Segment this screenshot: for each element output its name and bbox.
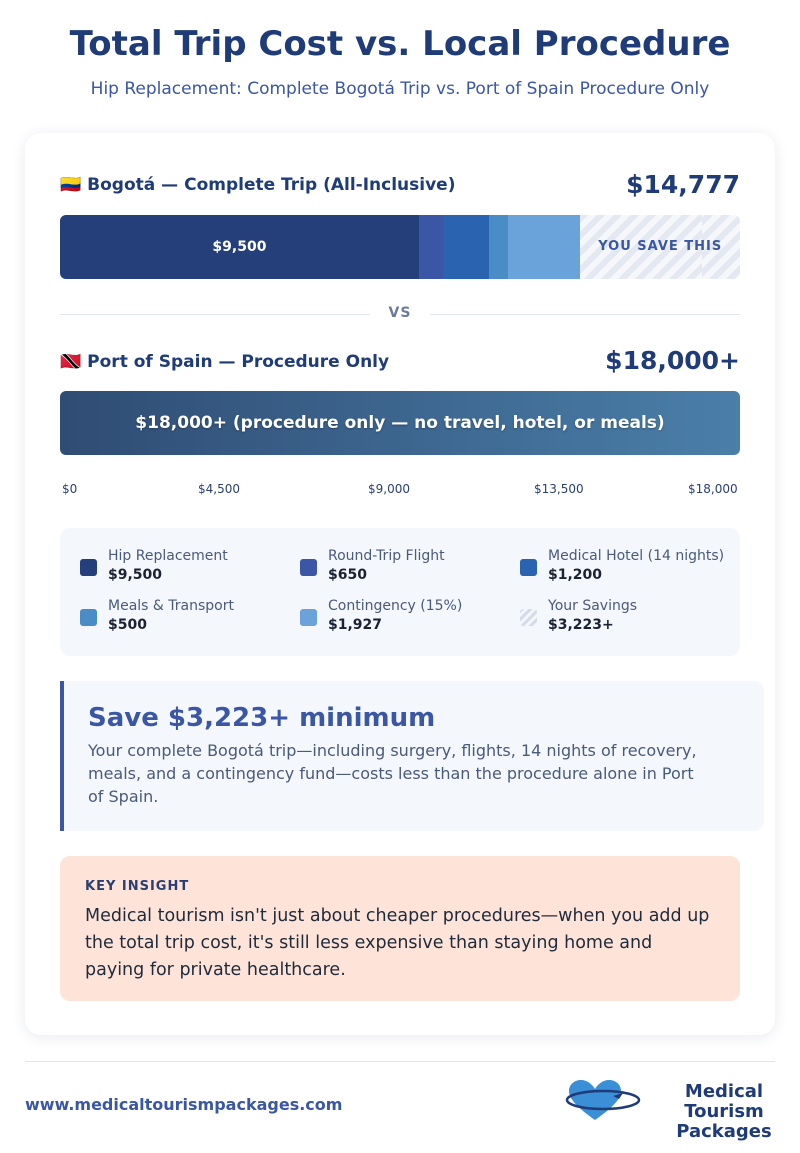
- legend-name: Your Savings: [548, 598, 638, 614]
- legend-name: Medical Hotel (14 nights): [548, 548, 725, 564]
- legend-swatch: [520, 609, 537, 626]
- footer-rule: [25, 1061, 775, 1062]
- bar-label: 🇹🇹 Port of Spain — Procedure Only: [60, 352, 389, 372]
- logo-icon: [565, 1080, 641, 1120]
- legend-swatch: [80, 609, 97, 626]
- legend-value: $650: [328, 567, 367, 583]
- bar-track: $9,500 YOU SAVE THIS: [60, 215, 740, 279]
- logo-line: Medical Tourism: [684, 1081, 764, 1122]
- bar-label: 🇨🇴 Bogotá — Complete Trip (All-Inclusive): [60, 175, 456, 195]
- segment-text: YOU SAVE THIS: [598, 239, 723, 254]
- logo-orbit: [565, 1089, 641, 1111]
- x-tick-label: $0: [62, 482, 78, 496]
- legend-swatch: [80, 559, 97, 576]
- x-tick-label: $13,500: [534, 482, 584, 496]
- legend-swatch: [300, 559, 317, 576]
- callout-heading: Save $3,223+ minimum: [88, 703, 436, 733]
- vs-label: VS: [388, 305, 412, 321]
- bar-segment: [507, 215, 581, 279]
- legend-name: Round-Trip Flight: [328, 548, 445, 564]
- legend-name: Meals & Transport: [108, 598, 234, 614]
- logo-text: Medical Tourism Packages: [648, 1082, 800, 1142]
- divider: [60, 314, 370, 315]
- bar-segment: [488, 215, 508, 279]
- legend-value: $3,223+: [548, 617, 614, 633]
- label-text: Port of Spain — Procedure Only: [87, 352, 390, 372]
- legend-value: $9,500: [108, 567, 163, 583]
- flag: 🇹🇹: [60, 352, 82, 372]
- segment-text: $18,000+ (procedure only — no travel, ho…: [135, 413, 665, 433]
- x-tick-label: $9,000: [368, 482, 410, 496]
- legend-name: Hip Replacement: [108, 548, 228, 564]
- bar-segment: [418, 215, 444, 279]
- legend: Hip Replacement $9,500 Round-Trip Flight $6…: [60, 528, 740, 656]
- footer-url[interactable]: www.medicaltourismpackages.com: [25, 1095, 343, 1114]
- bar-total: $14,777: [626, 170, 740, 199]
- flag: 🇨🇴: [60, 175, 82, 195]
- savings-callout: Save $3,223+ minimum Your complete Bogot…: [60, 681, 764, 831]
- x-tick-label: $4,500: [198, 482, 240, 496]
- bar-segment: [60, 391, 740, 455]
- legend-swatch: [300, 609, 317, 626]
- subtitle: Hip Replacement: Complete Bogotá Trip vs…: [90, 79, 710, 99]
- bar-segment: [580, 215, 703, 279]
- bar-segment: [443, 215, 489, 279]
- label-text: Bogotá — Complete Trip (All-Inclusive): [87, 175, 456, 195]
- segment-label: $9,500: [212, 239, 267, 255]
- legend-value: $500: [108, 617, 147, 633]
- legend-name: Contingency (15%): [328, 598, 463, 614]
- divider: [430, 314, 740, 315]
- insight-body: Medical tourism isn't just about cheaper…: [85, 906, 710, 980]
- logo-plane: [613, 1093, 623, 1099]
- legend-value: $1,927: [328, 617, 383, 633]
- legend-swatch: [520, 559, 537, 576]
- callout-body: Your complete Bogotá trip—including surg…: [88, 741, 697, 806]
- insight-label: KEY INSIGHT: [85, 879, 190, 894]
- insight-box: KEY INSIGHT Medical tourism isn't just a…: [60, 856, 740, 1001]
- legend-value: $1,200: [548, 567, 603, 583]
- bar-segment: [60, 215, 419, 279]
- bar-track: $18,000+ (procedure only — no travel, ho…: [60, 391, 740, 455]
- x-tick-label: $18,000: [688, 482, 738, 496]
- logo-heart: [569, 1080, 621, 1120]
- bar-total: $18,000+: [605, 346, 740, 375]
- logo-line: Packages: [676, 1121, 772, 1142]
- title: Total Trip Cost vs. Local Procedure: [69, 24, 731, 64]
